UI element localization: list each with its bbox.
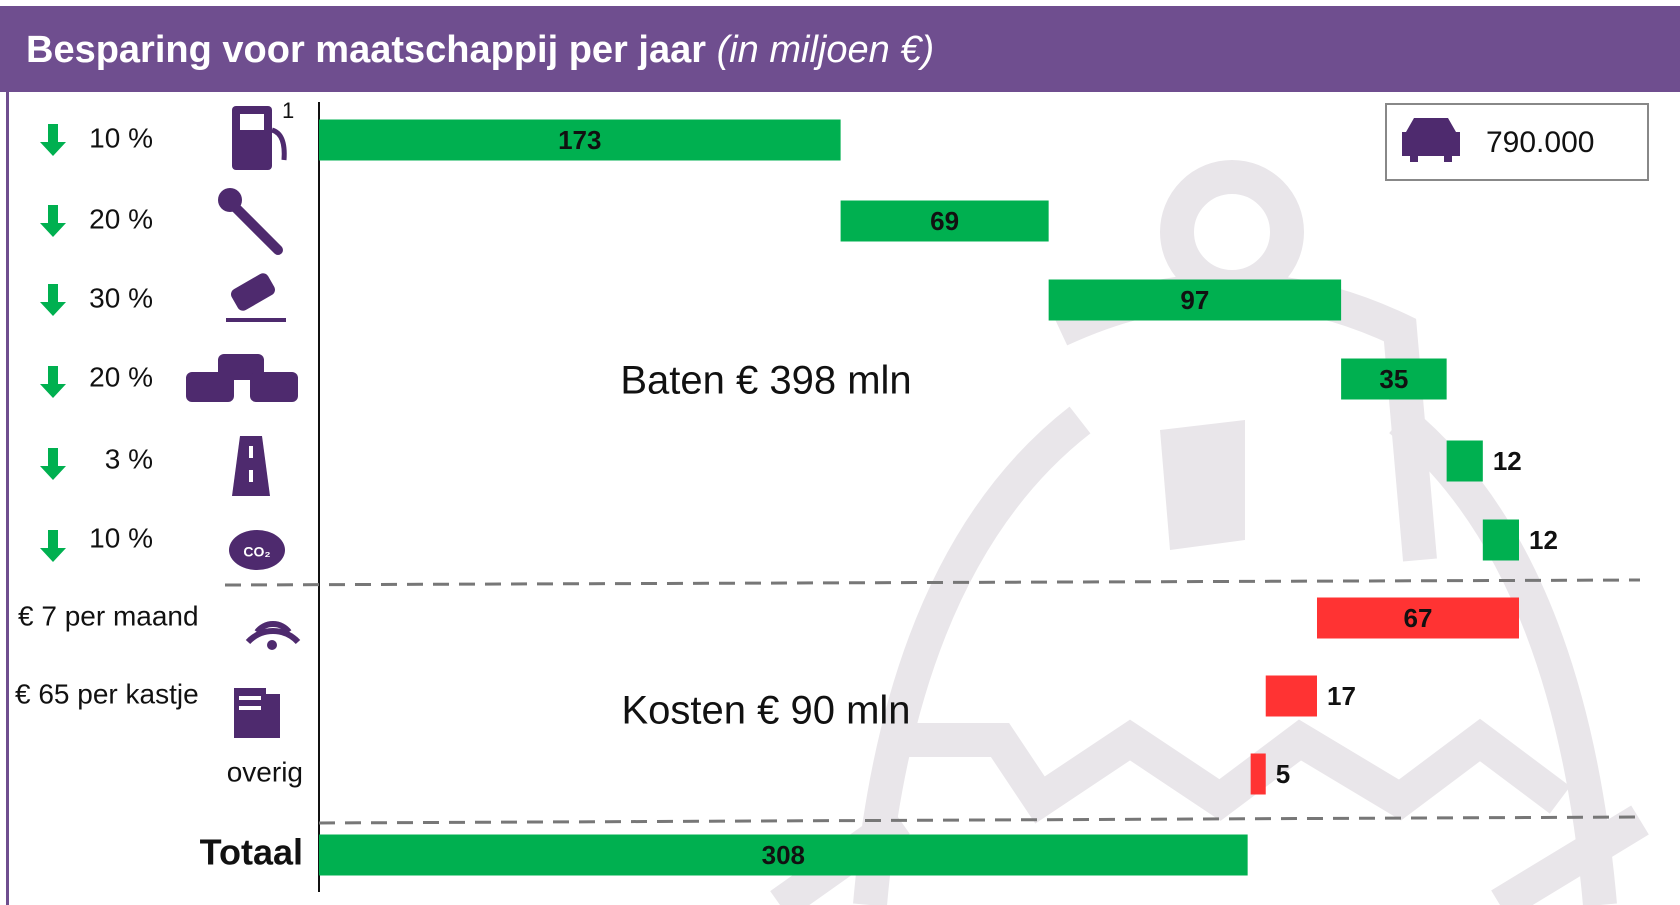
annotation: Kosten € 90 mln xyxy=(621,689,910,733)
value-label: 69 xyxy=(930,206,959,236)
background-figure xyxy=(1160,420,1245,550)
category-label: overig xyxy=(227,756,303,787)
legend-icon xyxy=(1402,118,1460,162)
value-label: 35 xyxy=(1379,364,1408,394)
value-label: 12 xyxy=(1493,446,1522,476)
value-label: 173 xyxy=(558,125,601,155)
icons: CO₂ xyxy=(186,106,298,738)
bar xyxy=(1251,754,1266,795)
footnote: 1 xyxy=(282,98,294,123)
category-label: Totaal xyxy=(200,832,303,873)
value-label: 308 xyxy=(762,840,805,870)
value-label: 12 xyxy=(1529,525,1558,555)
bar xyxy=(1483,520,1519,561)
arrows xyxy=(40,124,66,562)
value-label: 5 xyxy=(1276,759,1290,789)
annotation: Baten € 398 mln xyxy=(620,359,911,403)
category-label: 20 % xyxy=(89,361,153,392)
category-label: € 65 per kastje xyxy=(15,678,199,709)
icon-text: CO₂ xyxy=(243,544,270,560)
header: Besparing voor maatschappij per jaar (in… xyxy=(26,29,934,71)
value-label: 67 xyxy=(1404,603,1433,633)
legend-value: 790.000 xyxy=(1486,126,1594,159)
value-label: 17 xyxy=(1327,681,1356,711)
bar xyxy=(1266,676,1317,717)
category-label: 20 % xyxy=(89,203,153,234)
category-label: € 7 per maand xyxy=(18,600,199,631)
category-label: 30 % xyxy=(89,282,153,313)
bar xyxy=(1447,441,1483,482)
category-label: 10 % xyxy=(89,122,153,153)
value-label: 97 xyxy=(1180,285,1209,315)
left-border xyxy=(6,92,9,905)
title: Besparing voor maatschappij per jaar xyxy=(26,29,706,71)
category-label: 3 % xyxy=(105,443,153,474)
category-label: 10 % xyxy=(89,522,153,553)
chart: Besparing voor maatschappij per jaar (in… xyxy=(0,0,1680,905)
separator xyxy=(319,817,1640,823)
subtitle: (in miljoen €) xyxy=(717,29,935,71)
